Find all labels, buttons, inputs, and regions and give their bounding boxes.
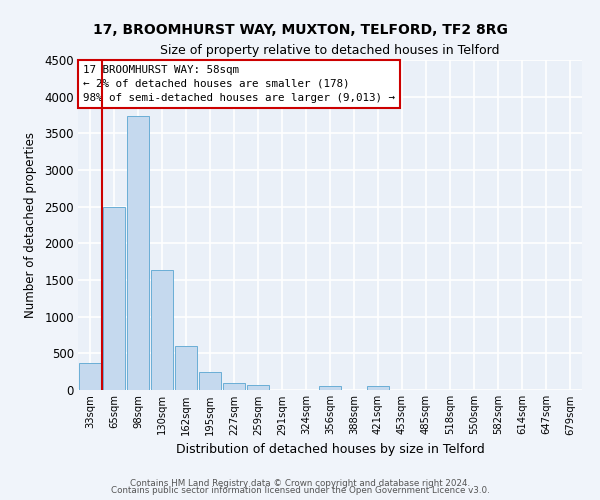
Text: 17 BROOMHURST WAY: 58sqm
← 2% of detached houses are smaller (178)
98% of semi-d: 17 BROOMHURST WAY: 58sqm ← 2% of detache… [83,65,395,103]
Title: Size of property relative to detached houses in Telford: Size of property relative to detached ho… [160,44,500,58]
Bar [223,382,245,390]
Bar [199,372,221,390]
Bar [247,385,269,390]
Bar [151,270,173,390]
Text: Contains HM Land Registry data © Crown copyright and database right 2024.: Contains HM Land Registry data © Crown c… [130,478,470,488]
Bar [79,362,101,390]
Bar [319,386,341,390]
X-axis label: Distribution of detached houses by size in Telford: Distribution of detached houses by size … [176,443,484,456]
Bar [127,116,149,390]
Bar [103,206,125,390]
Text: 17, BROOMHURST WAY, MUXTON, TELFORD, TF2 8RG: 17, BROOMHURST WAY, MUXTON, TELFORD, TF2… [92,22,508,36]
Bar [175,346,197,390]
Y-axis label: Number of detached properties: Number of detached properties [24,132,37,318]
Text: Contains public sector information licensed under the Open Government Licence v3: Contains public sector information licen… [110,486,490,495]
Bar [367,386,389,390]
